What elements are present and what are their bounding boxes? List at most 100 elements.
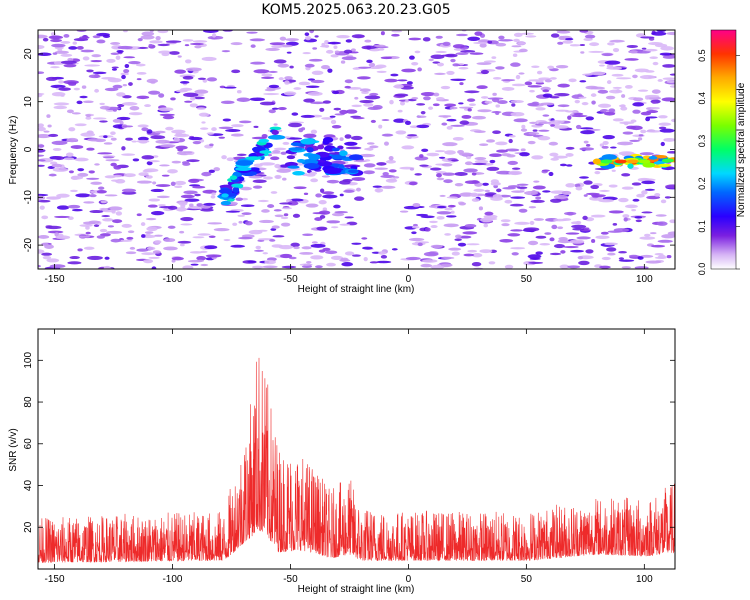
spectrogram-cell xyxy=(356,187,361,192)
spectrogram-cell xyxy=(484,100,493,104)
spectrogram-cell xyxy=(369,145,379,149)
spectrogram-cell xyxy=(293,186,307,190)
spectrogram-cell xyxy=(57,48,63,52)
spectrogram-cell xyxy=(72,41,77,45)
spectrogram-cell xyxy=(281,207,293,210)
spectrogram-cell xyxy=(497,100,508,105)
spectrogram-cell xyxy=(301,246,312,250)
spectrogram-cell xyxy=(137,136,149,141)
spectrogram-cell xyxy=(343,49,353,54)
spectrogram-cell xyxy=(671,118,675,123)
spectrogram-cell xyxy=(196,107,206,110)
spectrogram-cell xyxy=(149,40,163,44)
spectrogram-cell xyxy=(46,258,60,263)
spectrogram-cell xyxy=(384,78,398,83)
spectrogram-cell xyxy=(376,260,392,264)
spectrogram-cell xyxy=(38,193,49,197)
spectrogram-cell xyxy=(190,263,199,266)
spectrogram-cell xyxy=(416,213,428,217)
spectrogram-cell xyxy=(110,162,117,167)
spectrogram-cell xyxy=(137,38,143,42)
spectrogram-cell xyxy=(149,30,154,33)
spectrogram-cell xyxy=(267,204,275,208)
spectrogram-cell xyxy=(661,234,675,239)
spectrogram-feature-cell xyxy=(317,160,333,167)
spectrogram-cell xyxy=(333,107,342,111)
spectrogram-cell xyxy=(528,132,540,135)
spectrogram-cell xyxy=(407,136,412,139)
spectrogram-cell xyxy=(211,33,217,38)
spectrogram-cell xyxy=(359,88,371,92)
spectrogram-cell xyxy=(230,42,243,46)
spectrogram-x-tick-label: 100 xyxy=(636,274,653,285)
spectrogram-cell xyxy=(429,220,438,224)
spectrogram-cell xyxy=(145,175,153,179)
spectrogram-cell xyxy=(447,204,456,208)
spectrogram-cell xyxy=(221,155,227,160)
spectrogram-cell xyxy=(241,197,248,201)
spectrogram-cell xyxy=(38,126,46,132)
spectrogram-cell xyxy=(189,42,204,46)
spectrogram-cell xyxy=(380,31,385,36)
spectrogram-cell xyxy=(479,143,489,147)
spectrogram-cell xyxy=(573,112,584,116)
spectrogram-cell xyxy=(310,79,325,84)
spectrogram-cell xyxy=(567,115,572,120)
spectrogram-cell xyxy=(333,45,338,49)
spectrogram-cell xyxy=(446,196,458,199)
spectrogram-cell xyxy=(608,210,624,214)
spectrogram-cell xyxy=(549,252,562,256)
spectrogram-cell xyxy=(304,32,310,36)
spectrogram-cell xyxy=(638,134,644,137)
spectrogram-cell xyxy=(94,163,100,166)
spectrogram-cell xyxy=(143,259,154,264)
spectrogram-cell xyxy=(68,170,74,174)
spectrogram-cell xyxy=(430,225,438,229)
spectrogram-cell xyxy=(325,250,338,255)
spectrogram-cell xyxy=(148,160,161,163)
spectrogram-cell xyxy=(310,129,318,134)
spectrogram-cell xyxy=(75,193,91,198)
spectrogram-cell xyxy=(261,134,268,139)
spectrogram-cell xyxy=(273,209,282,212)
spectrogram-cell xyxy=(52,167,69,172)
spectrogram-cell xyxy=(640,111,652,116)
spectrogram-cell xyxy=(472,115,486,120)
spectrogram-cell xyxy=(488,261,496,265)
spectrogram-cell xyxy=(315,193,322,198)
spectrogram-cell xyxy=(270,191,278,194)
spectrogram-cell xyxy=(278,77,284,81)
spectrogram-cell xyxy=(582,73,593,76)
spectrogram-cell xyxy=(376,70,387,73)
spectrogram-cell xyxy=(394,93,409,97)
spectrogram-cell xyxy=(68,127,76,132)
spectrogram-feature-cell xyxy=(220,200,231,206)
spectrogram-cell xyxy=(484,211,494,216)
spectrogram-cell xyxy=(38,195,46,201)
spectrogram-cell xyxy=(435,35,443,39)
spectrogram-cell xyxy=(182,162,191,166)
spectrogram-cell xyxy=(84,64,101,67)
spectrogram-cell xyxy=(622,131,634,135)
spectrogram-cell xyxy=(319,107,325,112)
spectrogram-cell xyxy=(221,50,231,53)
spectrogram-cell xyxy=(165,126,174,131)
spectrogram-cell xyxy=(424,227,431,232)
spectrogram-cell xyxy=(602,140,609,146)
spectrogram-cell xyxy=(218,136,226,139)
spectrogram-cell xyxy=(48,35,64,40)
spectrogram-cell xyxy=(590,93,597,97)
spectrogram-cell xyxy=(504,199,513,204)
spectrogram-cell xyxy=(46,114,51,118)
spectrogram-cell xyxy=(199,250,208,253)
spectrogram-cell xyxy=(56,193,70,198)
spectrogram-cell xyxy=(135,63,146,67)
spectrogram-cell xyxy=(645,116,658,119)
spectrogram-cell xyxy=(419,164,429,167)
spectrogram-cell xyxy=(106,58,116,63)
spectrogram-cell xyxy=(666,254,672,259)
spectrogram-cell xyxy=(70,175,84,180)
spectrogram-cell xyxy=(198,112,210,117)
spectrogram-cell xyxy=(529,220,535,225)
spectrogram-cell xyxy=(252,265,264,269)
